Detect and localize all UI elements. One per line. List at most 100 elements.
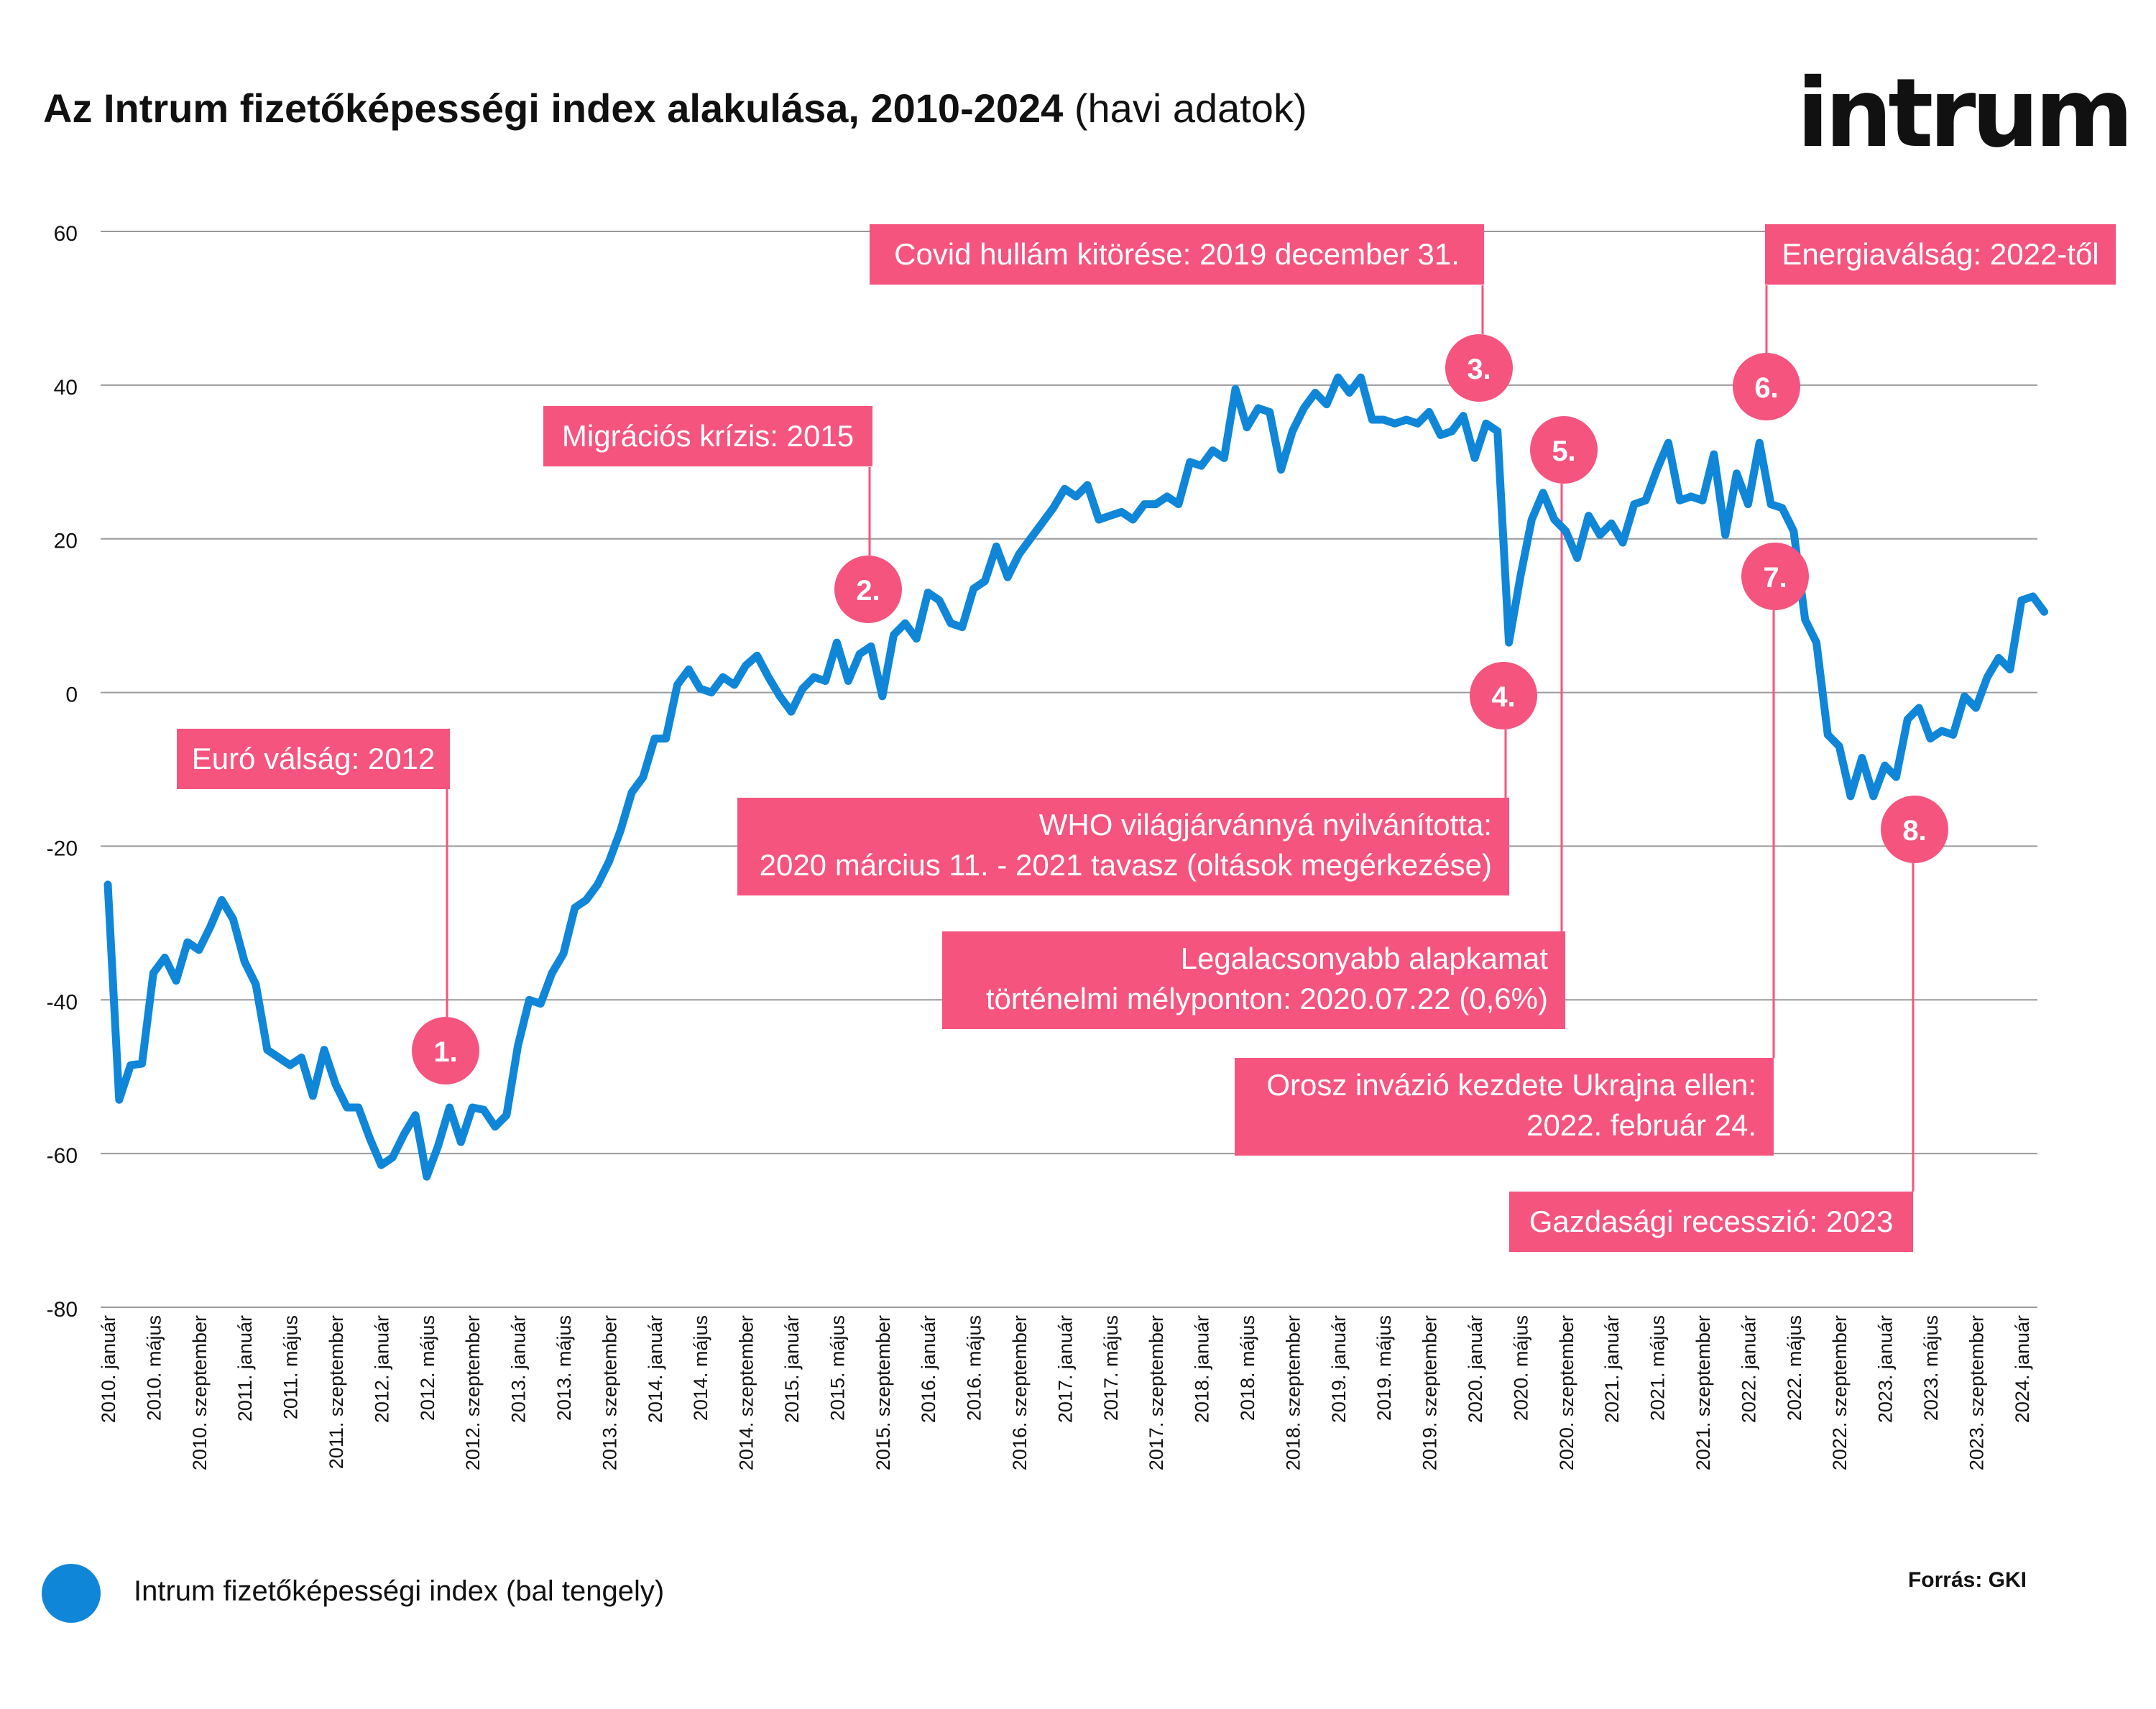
xtick-label-19: 2016. május — [964, 1315, 985, 1421]
xtick-label-30: 2020. január — [1465, 1315, 1486, 1423]
event-5-label-1: Legalacsonyabb alapkamat — [1181, 941, 1549, 975]
xtick-label-21: 2017. január — [1054, 1315, 1076, 1423]
xtick-label-38: 2022. szeptember — [1829, 1315, 1851, 1470]
event-4-label-1: WHO világjárvánnyá nyilvánította: — [1039, 808, 1492, 842]
annotation-markers: 1. 2. 3. 4. 5. 6. 7. 8. — [412, 334, 1948, 1084]
event-1-number: 1. — [433, 1036, 457, 1068]
xtick-label-12: 2014. január — [645, 1315, 666, 1423]
xtick-label-34: 2021. május — [1647, 1315, 1669, 1421]
event-1-box — [177, 729, 450, 789]
xtick-label-39: 2023. január — [1875, 1315, 1897, 1423]
chart-title-suffix: (havi adatok) — [1074, 86, 1307, 131]
xtick-label-4: 2011. május — [280, 1315, 302, 1419]
xtick-label-42: 2024. január — [2012, 1315, 2033, 1423]
event-3-box — [870, 224, 1484, 285]
event-7-label-2: 2022. február 24. — [1526, 1108, 1756, 1142]
event-4-label-2: 2020 március 11. - 2021 tavasz (oltások … — [760, 848, 1492, 882]
series-layer — [103, 373, 2048, 1181]
source-note: Forrás: GKI — [1907, 1568, 2027, 1592]
xtick-label-11: 2013. szeptember — [599, 1315, 620, 1470]
xtick-label-28: 2019. május — [1373, 1315, 1395, 1421]
chart-title-main: Az Intrum fizetőképességi index alakulás… — [43, 86, 1064, 131]
event-3-marker — [1445, 334, 1513, 402]
event-6-box — [1765, 224, 2116, 285]
xtick-label-18: 2016. január — [918, 1315, 939, 1423]
event-6-marker — [1733, 353, 1800, 420]
xtick-label-10: 2013. május — [553, 1315, 575, 1421]
xtick-label-32: 2020. szeptember — [1556, 1315, 1577, 1470]
xtick-label-35: 2021. szeptember — [1692, 1315, 1714, 1470]
event-4-marker — [1470, 662, 1537, 729]
xtick-label-1: 2010. május — [143, 1315, 165, 1421]
chart-title: Az Intrum fizetőképességi index alakulás… — [43, 85, 1307, 132]
xtick-label-41: 2023. szeptember — [1966, 1315, 1987, 1470]
legend-swatch — [42, 1564, 101, 1623]
event-6-number: 6. — [1754, 372, 1778, 404]
xtick-label-5: 2011. szeptember — [326, 1315, 347, 1469]
xtick-label-40: 2023. május — [1920, 1315, 1942, 1421]
xtick-label-23: 2017. szeptember — [1146, 1315, 1167, 1470]
xtick-label-8: 2012. szeptember — [462, 1315, 484, 1470]
annotation-boxes: Euró válság: 2012 Migrációs krízis: 2015 C… — [177, 224, 2116, 1252]
ytick-label-4: -20 — [47, 837, 78, 860]
xtick-label-9: 2013. január — [508, 1315, 530, 1423]
event-3-label-1: Covid hullám kitörése: 2019 december 31. — [894, 237, 1460, 271]
event-5-marker — [1530, 416, 1598, 484]
event-1-marker — [412, 1017, 479, 1084]
event-7-number: 7. — [1763, 562, 1787, 594]
xtick-label-29: 2019. szeptember — [1419, 1315, 1441, 1470]
event-5-label-2: történelmi mélyponton: 2020.07.22 (0,6%) — [986, 982, 1548, 1015]
ytick-label-2: 20 — [54, 530, 78, 553]
event-5-box — [942, 931, 1565, 1029]
event-4-number: 4. — [1491, 681, 1515, 713]
event-3-number: 3. — [1467, 354, 1491, 385]
xtick-label-25: 2018. május — [1237, 1315, 1258, 1421]
event-7-box — [1235, 1058, 1774, 1156]
event-4-box — [737, 798, 1509, 895]
ytick-label-5: -40 — [47, 990, 78, 1014]
ytick-label-3: 0 — [65, 683, 78, 707]
event-8-label-1: Gazdasági recesszió: 2023 — [1529, 1204, 1894, 1238]
xtick-label-24: 2018. január — [1192, 1315, 1213, 1423]
y-axis-ticks: 60 40 20 0 -20 -40 -60 -80 — [47, 222, 78, 1322]
xtick-label-26: 2018. szeptember — [1282, 1315, 1304, 1470]
event-5-number: 5. — [1552, 436, 1575, 467]
ytick-label-1: 40 — [54, 376, 78, 400]
legend-label: Intrum fizetőképességi index (bal tengel… — [134, 1575, 665, 1607]
intrum-logo: intrum — [1797, 58, 2134, 169]
xtick-label-20: 2016. szeptember — [1009, 1315, 1031, 1470]
ytick-label-0: 60 — [54, 222, 78, 246]
xtick-label-14: 2014. szeptember — [736, 1315, 757, 1470]
x-axis-ticks: 2010. január 2010. május 2010. szeptember 2… — [98, 1315, 2033, 1470]
ytick-label-6: -60 — [47, 1144, 78, 1168]
event-2-number: 2. — [856, 575, 880, 607]
xtick-label-3: 2011. január — [234, 1315, 256, 1422]
xtick-label-22: 2017. május — [1100, 1315, 1122, 1421]
xtick-label-36: 2022. január — [1738, 1315, 1759, 1423]
xtick-label-17: 2015. szeptember — [872, 1315, 894, 1470]
event-2-marker — [834, 556, 902, 623]
xtick-label-15: 2015. január — [781, 1315, 803, 1423]
xtick-label-33: 2021. január — [1601, 1315, 1623, 1423]
event-7-marker — [1741, 543, 1809, 610]
series-line-0 — [103, 373, 2048, 1181]
annotation-leaders — [446, 285, 1915, 1192]
event-1-label-1: Euró válság: 2012 — [192, 742, 436, 775]
xtick-label-31: 2020. május — [1510, 1315, 1531, 1421]
xtick-label-2: 2010. szeptember — [189, 1315, 211, 1470]
event-8-number: 8. — [1902, 815, 1926, 847]
event-2-label-1: Migrációs krízis: 2015 — [562, 419, 854, 453]
xtick-label-6: 2012. január — [371, 1315, 392, 1423]
xtick-label-37: 2022. május — [1784, 1315, 1805, 1421]
xtick-label-7: 2012. május — [417, 1315, 438, 1421]
ytick-label-7: -80 — [47, 1298, 78, 1322]
xtick-label-27: 2019. január — [1328, 1315, 1350, 1423]
event-6-label-1: Energiaválság: 2022-től — [1782, 237, 2099, 271]
xtick-label-0: 2010. január — [98, 1315, 119, 1423]
event-2-box — [543, 406, 872, 466]
xtick-label-13: 2014. május — [690, 1315, 711, 1421]
xtick-label-16: 2015. május — [826, 1315, 848, 1421]
event-8-marker — [1881, 796, 1948, 863]
event-7-label-1: Orosz invázió kezdete Ukrajna ellen: — [1266, 1068, 1756, 1102]
